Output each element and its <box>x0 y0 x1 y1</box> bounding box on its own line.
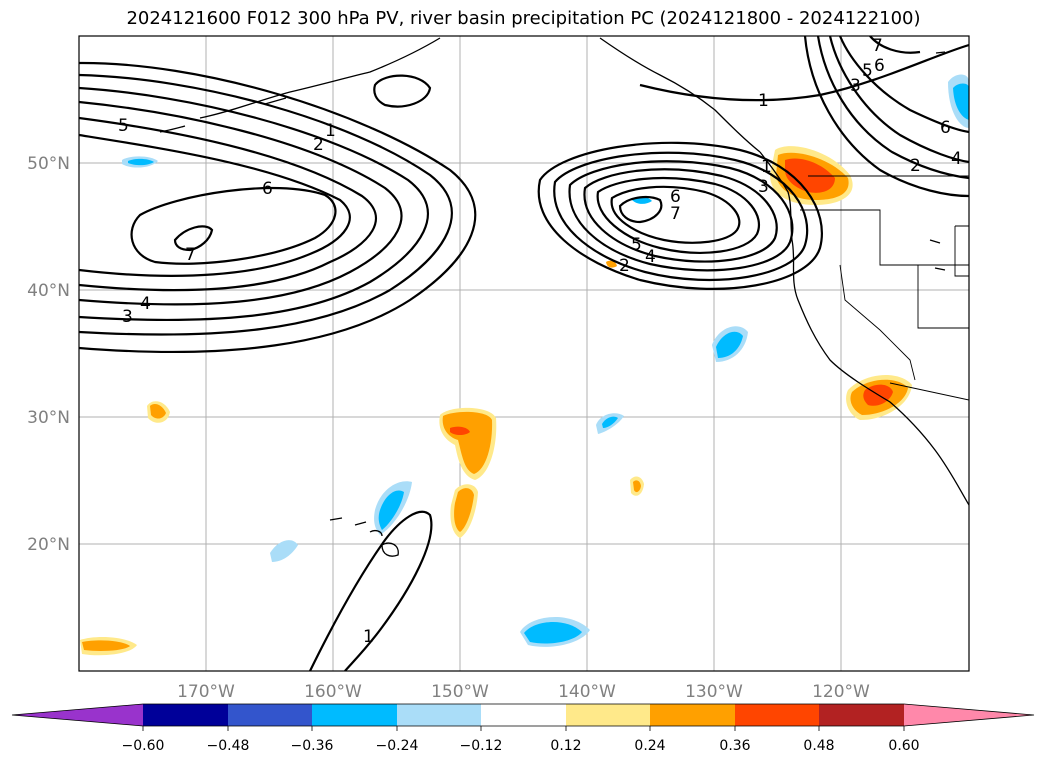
lon-label-130w: 130°W <box>685 682 743 702</box>
colorbar-tick-label: 0.48 <box>803 738 834 754</box>
lat-label-30n: 30°N <box>27 408 70 428</box>
colorbar-bin <box>228 704 312 726</box>
map-frame <box>78 35 970 672</box>
contour-label: 1 <box>325 121 336 141</box>
colorbar-under-arrow <box>12 704 143 726</box>
colorbar-tick-label: 0.12 <box>550 738 581 754</box>
contour-label: 2 <box>313 135 324 155</box>
political-borders <box>800 175 969 401</box>
contour-label: 1 <box>363 627 374 647</box>
contour-label: 3 <box>850 76 861 96</box>
contour-label: 4 <box>951 149 962 169</box>
contour-label: 4 <box>140 294 151 314</box>
pv-contours <box>79 36 969 671</box>
colorbar-tick-label: −0.12 <box>460 738 503 754</box>
colorbar: −0.60 −0.48 −0.36 −0.24 −0.12 0.12 0.24 … <box>11 703 1035 754</box>
lat-label-20n: 20°N <box>27 535 70 555</box>
contour-label: 5 <box>118 116 129 136</box>
colorbar-bin <box>312 704 397 726</box>
colorbar-tick-label: 0.60 <box>888 738 919 754</box>
colorbar-bin <box>143 704 228 726</box>
latitude-labels: 50°N 40°N 30°N 20°N <box>27 154 70 555</box>
contour-label: 6 <box>874 56 885 76</box>
colorbar-bin <box>735 704 819 726</box>
coastlines <box>159 37 969 557</box>
lon-label-140w: 140°W <box>558 682 616 702</box>
contour-label: 2 <box>619 256 630 276</box>
contour-label-group: 5 1 2 6 7 4 3 1 6 7 5 4 2 3 1 7 6 5 3 2 … <box>118 36 962 647</box>
contour-label: 7 <box>185 245 196 265</box>
colorbar-bin <box>397 704 481 726</box>
contour-label: 4 <box>645 247 656 267</box>
contour-label: 7 <box>872 36 883 56</box>
contour-label: 1 <box>758 91 769 111</box>
colorbar-over-arrow <box>904 704 1034 726</box>
colorbar-tick-label: 0.24 <box>634 738 665 754</box>
map-area <box>79 36 969 671</box>
colorbar-bin <box>650 704 735 726</box>
contour-label: 5 <box>862 61 873 81</box>
colorbar-bin <box>481 704 566 726</box>
contour-label: 6 <box>262 179 273 199</box>
contour-label: 3 <box>758 177 769 197</box>
lon-label-160w: 160°W <box>304 682 362 702</box>
lon-label-170w: 170°W <box>177 682 235 702</box>
longitude-labels: 170°W 160°W 150°W 140°W 130°W 120°W <box>177 682 870 702</box>
colorbar-bin <box>566 704 650 726</box>
colorbar-tick-label: −0.60 <box>122 738 165 754</box>
colorbar-tick-label: 0.36 <box>719 738 750 754</box>
contour-label: 2 <box>910 156 921 176</box>
lat-label-50n: 50°N <box>27 154 70 174</box>
contour-label: 6 <box>670 187 681 207</box>
lon-label-120w: 120°W <box>812 682 870 702</box>
colorbar-tick-label: −0.24 <box>376 738 419 754</box>
map-title: 2024121600 F012 300 hPa PV, river basin … <box>126 8 921 29</box>
colorbar-bin <box>819 704 904 726</box>
contour-label: 7 <box>670 204 681 224</box>
contour-label: 1 <box>761 157 772 177</box>
colorbar-tick-label: −0.48 <box>207 738 250 754</box>
lon-label-150w: 150°W <box>431 682 489 702</box>
contour-label: 6 <box>940 118 951 138</box>
lat-label-40n: 40°N <box>27 281 70 301</box>
contour-label: 5 <box>631 235 642 255</box>
contour-label: 3 <box>122 307 133 327</box>
colorbar-tick-label: −0.36 <box>291 738 334 754</box>
